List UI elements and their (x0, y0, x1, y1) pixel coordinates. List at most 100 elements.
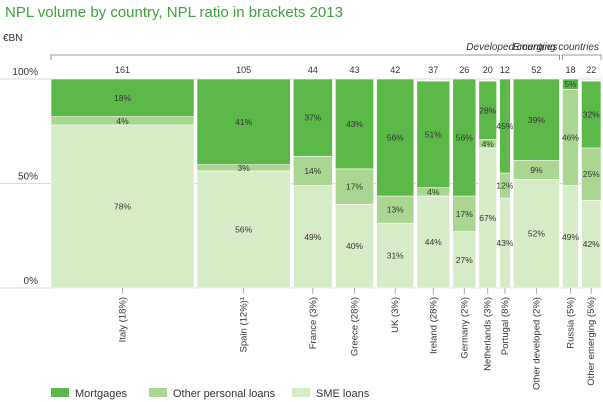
legend-swatch-other-personal-loans (149, 388, 167, 397)
segment-value-label: 49% (304, 232, 321, 242)
bar-segment-sme-loans (292, 185, 333, 289)
bar-segment-other-personal-loans (335, 168, 374, 205)
x-category-label: Germany (2%) (459, 297, 470, 359)
segment-value-label: 37% (304, 113, 321, 123)
y-tick-label: 50% (18, 172, 38, 183)
legend-label: Other personal loans (173, 388, 276, 400)
segment-value-label: 43% (346, 119, 363, 129)
segment-value-label: 4% (482, 139, 495, 149)
segment-value-label: 27% (456, 255, 473, 265)
x-category-label: Netherlands (3%) (483, 297, 494, 371)
x-category-label: Spain (12%)¹ (239, 297, 250, 352)
bar-total-label: 43 (349, 65, 359, 75)
group-bracket (50, 54, 560, 60)
segment-value-label: 18% (114, 93, 131, 103)
x-category-label: Italy (18%) (118, 297, 129, 342)
bar-segment-sme-loans (335, 204, 374, 289)
bar-total-label: 26 (459, 65, 469, 75)
segment-value-label: 41% (235, 117, 252, 127)
segment-value-label: 25% (583, 169, 600, 179)
segment-value-label: 31% (387, 251, 404, 261)
x-category-label: Portugal (8%) (500, 297, 511, 355)
bar-total-label: 44 (308, 65, 318, 75)
bar-total-label: 12 (500, 65, 510, 75)
x-category-label: Russia (5%) (565, 297, 576, 349)
segment-value-label: 28% (479, 105, 496, 115)
x-category-label: France (3%) (308, 297, 319, 349)
bar-segment-mortgages (499, 78, 511, 174)
group-bracket (562, 54, 602, 60)
segment-value-label: 49% (562, 232, 579, 242)
segment-value-label: 4% (116, 116, 129, 126)
bar-segment-mortgages (562, 78, 579, 90)
bar-segment-mortgages (50, 78, 195, 117)
bar-total-label: 161 (115, 65, 130, 75)
group-label: Developed countries (466, 42, 557, 53)
legend-label: Mortgages (75, 388, 127, 400)
legend-swatch-sme-loans (292, 388, 310, 397)
bars: 78% 4% 18% 56% 3% 41% 49% 14% 37% 40% 17% 43% 31% 13%… (50, 78, 602, 294)
bar-total-label: 42 (390, 65, 400, 75)
group-label: Emerging countries (513, 42, 599, 53)
bar-segment-sme-loans (50, 124, 195, 289)
y-tick-label: 100% (12, 67, 38, 78)
segment-value-label: 4% (427, 187, 440, 197)
segment-value-label: 67% (479, 213, 496, 223)
x-category-label: Ireland (28%) (428, 297, 439, 354)
x-category-label: Other emerging (5%) (586, 297, 597, 386)
legend-swatch-mortgages (51, 388, 69, 397)
legend-label: SME loans (316, 388, 370, 400)
bar-segment-mortgages (512, 78, 560, 161)
bar-total-label: 105 (236, 65, 251, 75)
bar-total-label: 22 (586, 65, 596, 75)
bar-totals: 161 105 44 43 42 37 26 20 12 52 18 22 (115, 65, 596, 75)
bar-segment-mortgages (196, 78, 291, 165)
x-category-label: UK (3%) (390, 297, 401, 333)
segment-value-label: 42% (583, 239, 600, 249)
bar-total-label: 18 (565, 65, 575, 75)
bar-segment-mortgages (376, 78, 415, 197)
segment-value-label: 5% (564, 79, 577, 89)
bar-total-label: 37 (428, 65, 438, 75)
segment-value-label: 13% (387, 205, 404, 215)
bar-segment-mortgages (478, 80, 497, 140)
segment-value-label: 32% (583, 110, 600, 120)
segment-value-label: 52% (528, 229, 545, 239)
segment-value-label: 56% (456, 133, 473, 143)
legend: Mortgages Other personal loans SME loans (51, 388, 370, 400)
segment-value-label: 17% (456, 209, 473, 219)
segment-value-label: 17% (346, 182, 363, 192)
bar-segment-other-personal-loans (292, 156, 333, 186)
bar-segment-mortgages (292, 78, 333, 157)
x-axis-labels: Italy (18%) Spain (12%)¹ France (3%) Greece… (118, 297, 598, 390)
chart-title: NPL volume by country, NPL ratio in brac… (5, 4, 343, 21)
segment-value-label: 14% (304, 166, 321, 176)
bar-segment-mortgages (416, 80, 451, 188)
segment-value-label: 56% (235, 224, 252, 234)
segment-value-label: 45% (496, 121, 513, 131)
bar-segment-sme-loans (416, 195, 451, 289)
segment-value-label: 56% (387, 133, 404, 143)
bar-segment-mortgages (581, 80, 602, 149)
segment-value-label: 9% (530, 165, 543, 175)
unit-label: €BN (3, 33, 22, 44)
bar-segment-mortgages (335, 78, 374, 170)
segment-value-label: 46% (562, 133, 579, 143)
segment-value-label: 43% (496, 238, 513, 248)
x-category-label: Other developed (2%) (531, 297, 542, 390)
bar-total-label: 20 (483, 65, 493, 75)
bar-segment-other-personal-loans (376, 195, 415, 224)
segment-value-label: 3% (238, 163, 251, 173)
segment-value-label: 40% (346, 241, 363, 251)
segment-value-label: 51% (425, 129, 442, 139)
bar-segment-sme-loans (196, 170, 291, 289)
bar-segment-sme-loans (376, 222, 415, 289)
segment-value-label: 78% (114, 201, 131, 211)
bar-segment-mortgages (452, 78, 477, 197)
segment-value-label: 44% (425, 237, 442, 247)
x-category-label: Greece (28%) (349, 297, 360, 356)
bar-total-label: 52 (531, 65, 541, 75)
y-tick-label: 0% (24, 276, 39, 287)
